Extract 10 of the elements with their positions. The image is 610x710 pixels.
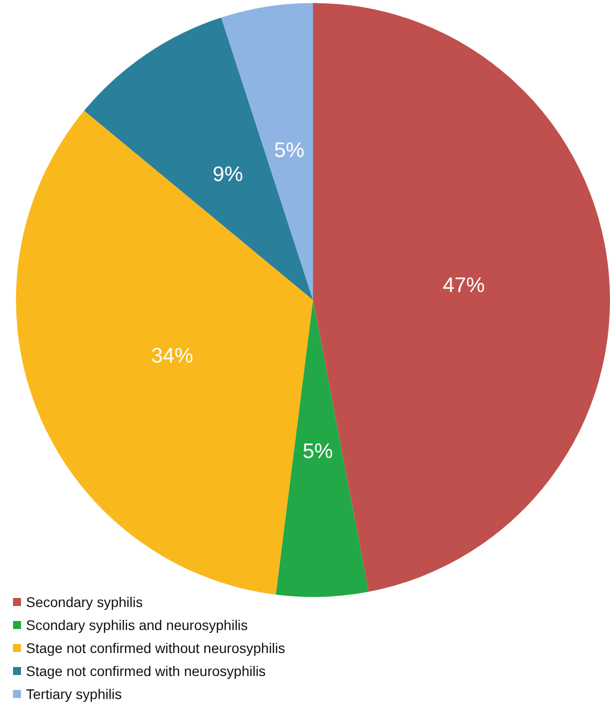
data-label: 5% <box>302 440 333 463</box>
data-label: 9% <box>212 163 244 186</box>
data-label: 34% <box>151 344 194 368</box>
data-label: 5% <box>274 138 304 162</box>
legend-label: Secondary syphilis <box>26 594 143 610</box>
legend-label: Stage not confirmed with neurosyphilis <box>26 663 266 679</box>
legend-label: Stage not confirmed without neurosyphilis <box>26 640 286 656</box>
legend-label: Scondary syphilis and neurosyphilis <box>26 617 248 633</box>
data-label: 47% <box>442 274 485 298</box>
legend-label: Tertiary syphilis <box>26 686 122 702</box>
